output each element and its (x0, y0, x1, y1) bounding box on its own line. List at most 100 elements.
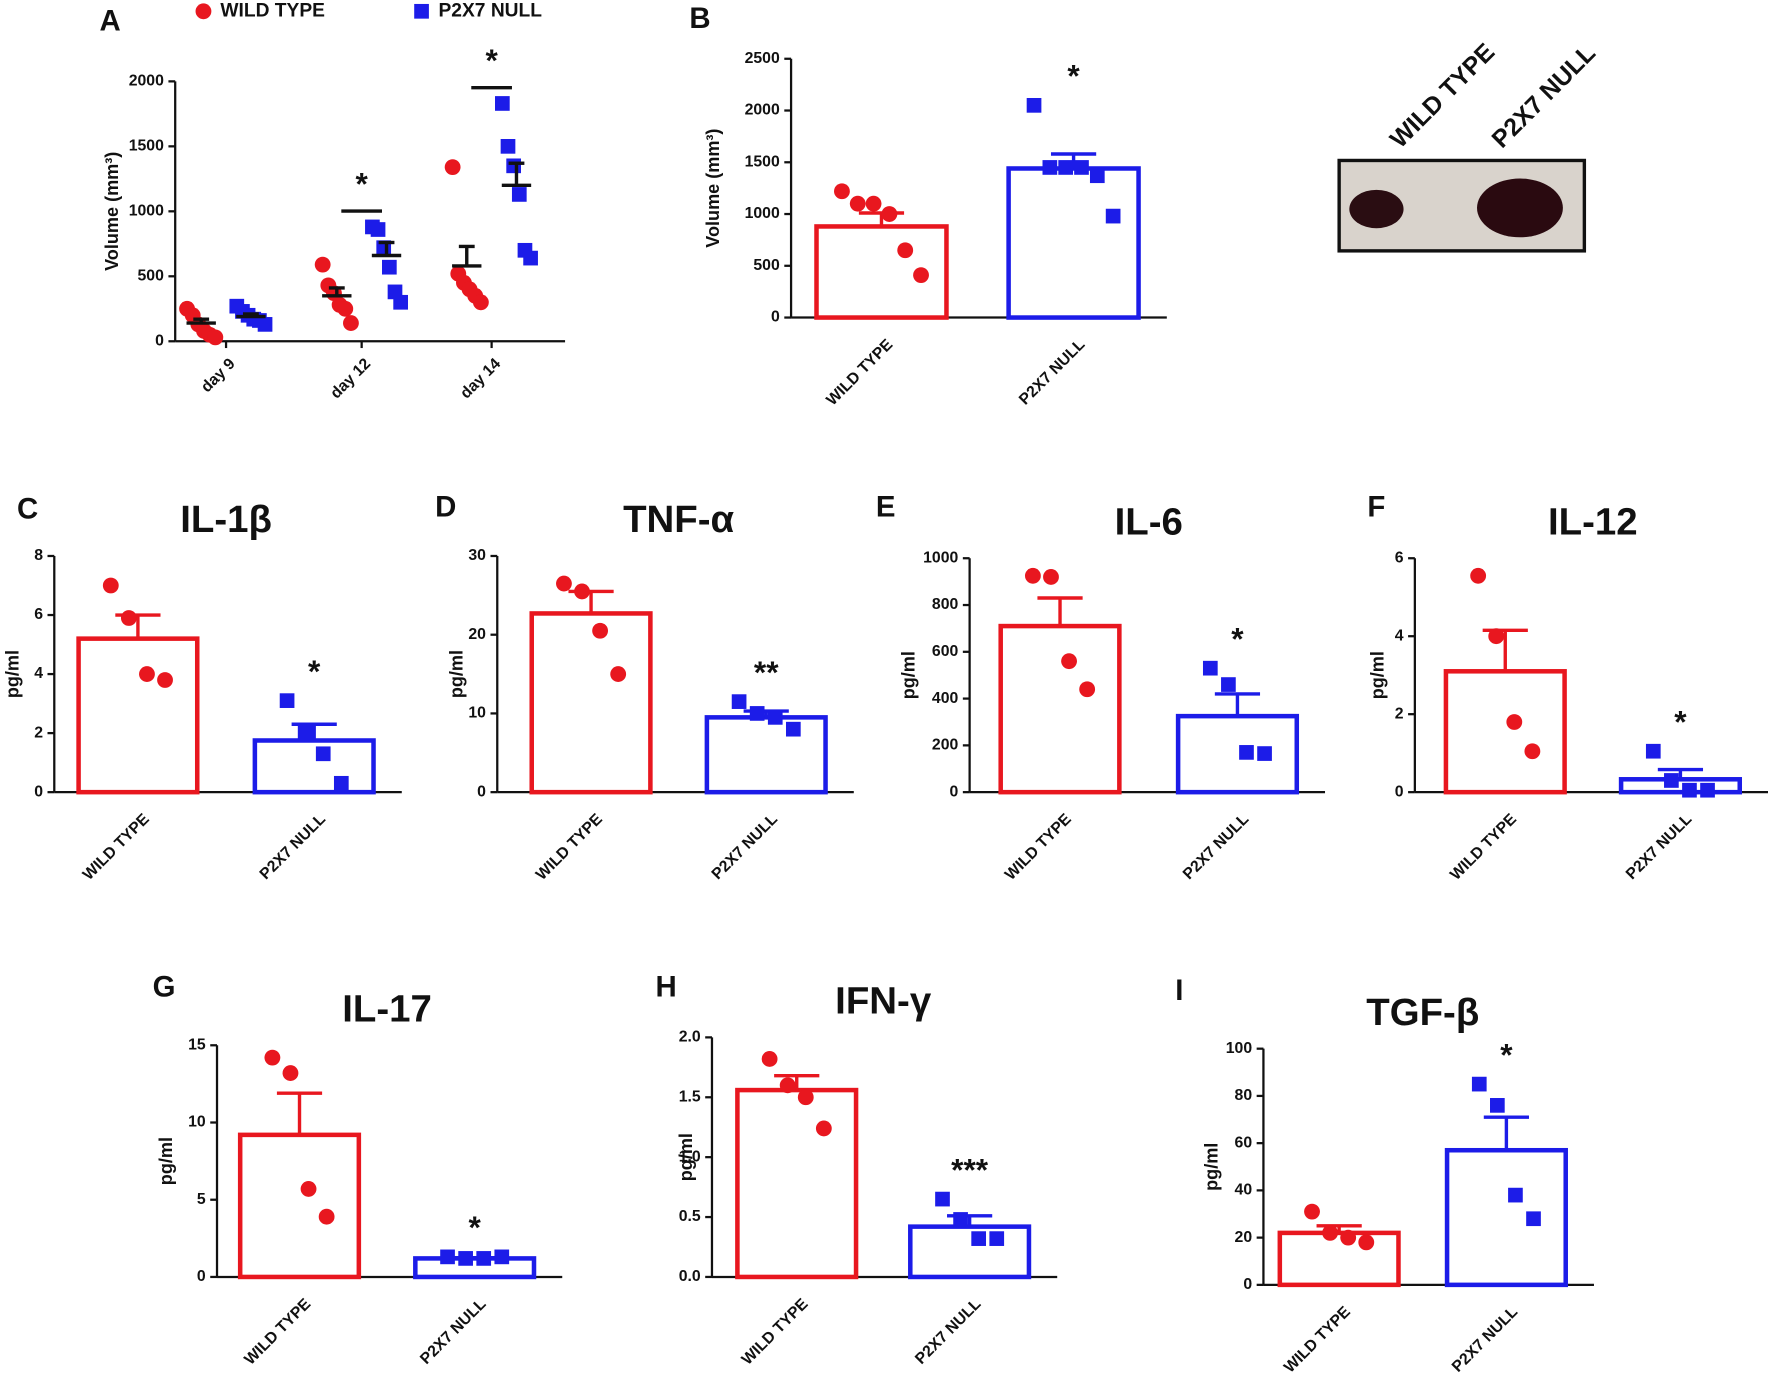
y-axis-label: pg/ml (676, 1133, 696, 1181)
y-tick-label: 2500 (745, 50, 780, 67)
data-point (511, 187, 527, 202)
data-point (523, 250, 538, 266)
bar (529, 611, 653, 795)
y-tick-label: 0 (950, 783, 959, 800)
data-point (440, 1249, 455, 1265)
y-tick-label: 2.0 (679, 1029, 701, 1046)
data-point (989, 1231, 1005, 1246)
significance: ** (754, 654, 779, 690)
x-tick-label: P2X7 NULL (709, 811, 782, 884)
data-point (1105, 208, 1121, 224)
tumor-photo: WILD TYPE P2X7 NULL (1337, 38, 1601, 253)
x-tick-label: day 14 (457, 355, 504, 402)
data-point (1079, 681, 1096, 698)
legend-label: P2X7 NULL (439, 0, 543, 21)
bar (252, 738, 376, 795)
data-point (139, 666, 155, 682)
y-tick-label: 200 (932, 737, 959, 754)
x-tick-label: P2X7 NULL (1016, 336, 1089, 409)
y-tick-label: 0.5 (679, 1208, 701, 1225)
data-point (257, 317, 273, 332)
y-tick-label: 8 (34, 547, 43, 564)
data-point (1645, 743, 1661, 759)
y-tick-label: 1.0 (679, 1148, 701, 1165)
y-tick-label: 100 (1226, 1040, 1253, 1057)
data-point (1043, 569, 1059, 585)
data-point (556, 575, 572, 592)
y-tick-label: 1.5 (679, 1088, 701, 1105)
data-point (1506, 714, 1523, 730)
data-point (207, 329, 224, 346)
data-point (494, 1249, 510, 1265)
y-tick-label: 15 (188, 1036, 206, 1053)
data-point (953, 1212, 968, 1227)
significance: * (308, 653, 321, 689)
chart-title: IL-12 (1548, 500, 1638, 543)
y-tick-label: 0 (197, 1268, 206, 1285)
data-point (834, 183, 850, 200)
significance: * (356, 166, 369, 202)
y-axis-label: pg/ml (156, 1137, 176, 1185)
data-point (849, 195, 866, 212)
data-point (333, 775, 349, 791)
chart-title: TGF-β (1366, 991, 1479, 1034)
bar (1175, 713, 1300, 795)
data-point (1488, 628, 1505, 645)
data-point (1304, 1203, 1320, 1220)
y-tick-label: 1500 (129, 138, 164, 155)
data-point (458, 1251, 473, 1266)
significance: *** (951, 1151, 989, 1187)
x-tick-label: P2X7 NULL (1449, 1303, 1522, 1373)
panel-letter: H (655, 971, 676, 1004)
panel-letter: C (17, 493, 38, 526)
y-axis-label: pg/ml (1367, 651, 1387, 699)
legend-label: WILD TYPE (220, 0, 325, 21)
data-point (315, 746, 331, 762)
tumor-p2x7-null (1477, 178, 1563, 238)
y-tick-label: 500 (753, 257, 780, 274)
data-point (749, 706, 765, 721)
data-point (1340, 1229, 1357, 1246)
x-tick-label: WILD TYPE (241, 1296, 314, 1369)
bar (704, 715, 828, 795)
bar (1443, 669, 1567, 795)
y-tick-label: 10 (468, 705, 486, 722)
y-tick-label: 0 (477, 783, 486, 800)
panel-letter: I (1175, 974, 1183, 1007)
y-tick-label: 4 (1395, 627, 1404, 644)
y-tick-label: 500 (138, 267, 165, 284)
x-tick-label: P2X7 NULL (1180, 811, 1253, 884)
y-tick-label: 1500 (745, 153, 780, 170)
tumor-wild-type (1349, 189, 1404, 229)
data-point (264, 1049, 281, 1066)
y-tick-label: 800 (932, 596, 959, 613)
significance: * (1500, 1036, 1513, 1072)
data-point (971, 1231, 987, 1246)
data-point (779, 1077, 796, 1094)
data-point (1024, 567, 1041, 584)
x-tick-label: P2X7 NULL (257, 811, 330, 884)
bar (237, 1132, 362, 1280)
y-tick-label: 20 (468, 626, 486, 643)
y-axis-label: pg/ml (2, 650, 22, 698)
y-tick-label: 0 (771, 309, 780, 326)
bar (413, 1256, 537, 1280)
data-point (865, 195, 882, 212)
chart-title: IL-6 (1115, 500, 1183, 543)
y-axis-label: Volume (mm³) (102, 152, 122, 271)
y-tick-label: 80 (1235, 1087, 1253, 1104)
bar (908, 1224, 1032, 1280)
y-tick-label: 0 (155, 332, 164, 349)
significance: * (1674, 703, 1687, 739)
data-point (897, 242, 914, 259)
data-point (1682, 782, 1697, 798)
data-point (495, 96, 510, 111)
panel-letter: A (99, 4, 120, 37)
y-tick-label: 2000 (745, 102, 780, 119)
data-point (761, 1051, 778, 1067)
data-point (195, 3, 212, 20)
y-tick-label: 5 (197, 1191, 206, 1208)
y-tick-label: 60 (1235, 1134, 1253, 1151)
data-point (1700, 782, 1715, 798)
x-tick-label: P2X7 NULL (912, 1295, 985, 1368)
